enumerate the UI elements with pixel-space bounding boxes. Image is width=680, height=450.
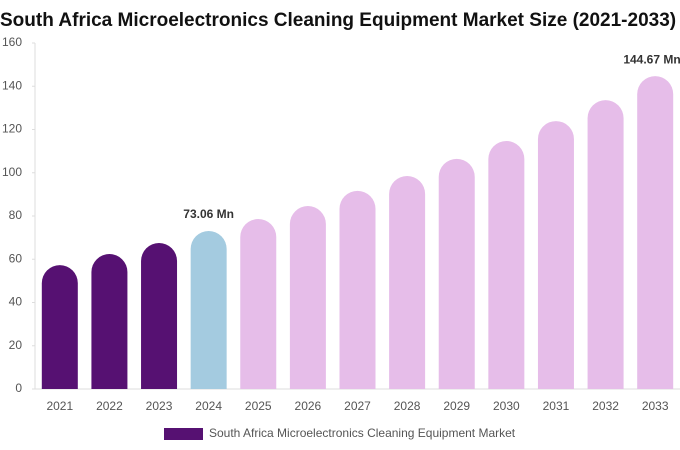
bar	[537, 121, 574, 389]
y-tick-label: 100	[2, 165, 22, 179]
bar	[190, 231, 227, 389]
y-tick-label: 60	[9, 251, 23, 265]
bar	[289, 206, 326, 389]
value-label: 144.67 Mn	[623, 52, 680, 66]
y-tick-label: 120	[2, 122, 22, 136]
bar	[438, 158, 475, 389]
y-tick-label: 40	[9, 295, 23, 309]
legend-swatch	[164, 428, 203, 440]
x-tick-label: 2032	[592, 399, 619, 413]
x-tick-label: 2033	[642, 399, 669, 413]
y-tick-label: 0	[15, 381, 22, 395]
bar	[389, 175, 426, 389]
x-tick-label: 2021	[46, 399, 73, 413]
bar	[637, 76, 674, 389]
bar	[240, 219, 277, 389]
x-tick-label: 2027	[344, 399, 371, 413]
y-tick-label: 140	[2, 78, 22, 92]
x-tick-label: 2031	[543, 399, 570, 413]
bar	[41, 265, 78, 389]
bar	[91, 254, 128, 389]
bar	[141, 243, 178, 389]
bar	[339, 190, 376, 389]
x-tick-label: 2026	[295, 399, 322, 413]
y-tick-label: 80	[9, 208, 23, 222]
y-tick-label: 20	[9, 338, 23, 352]
x-tick-label: 2024	[195, 399, 222, 413]
bar	[587, 100, 624, 389]
x-tick-label: 2022	[96, 399, 123, 413]
chart-title: South Africa Microelectronics Cleaning E…	[0, 10, 676, 31]
y-tick-label: 160	[2, 35, 22, 49]
x-tick-label: 2030	[493, 399, 520, 413]
x-tick-label: 2028	[394, 399, 421, 413]
bar	[488, 140, 525, 389]
legend-label: South Africa Microelectronics Cleaning E…	[209, 426, 516, 440]
x-tick-label: 2023	[146, 399, 173, 413]
x-tick-label: 2025	[245, 399, 272, 413]
x-tick-label: 2029	[443, 399, 470, 413]
value-label: 73.06 Mn	[183, 207, 234, 221]
